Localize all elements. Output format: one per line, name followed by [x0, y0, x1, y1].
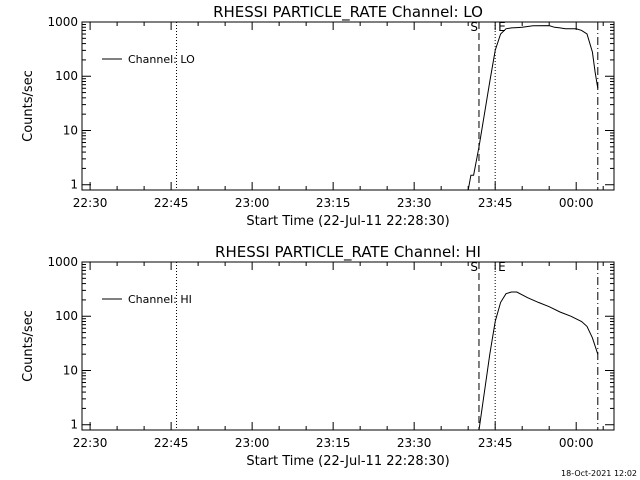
series-line-0	[478, 291, 599, 430]
x-tick-label: 23:15	[316, 436, 351, 450]
x-tick-label: 23:45	[478, 196, 513, 210]
y-tick-label: 10	[63, 123, 78, 137]
plot-timestamp: 18-Oct-2021 12:02	[561, 469, 637, 478]
y-tick-label: 100	[55, 69, 78, 83]
x-tick-label: 00:00	[559, 196, 594, 210]
x-tick-label: 23:30	[397, 196, 432, 210]
y-axis-label: Counts/sec	[21, 310, 36, 382]
event-marker-label: S	[470, 20, 478, 34]
x-tick-label: 22:45	[154, 196, 189, 210]
x-tick-label: 23:45	[478, 436, 513, 450]
x-axis-label: Start Time (22-Jul-11 22:28:30)	[246, 454, 449, 469]
y-tick-label: 100	[55, 309, 78, 323]
chart-title: RHESSI PARTICLE_RATE Channel: LO	[213, 3, 483, 22]
x-tick-label: 22:45	[154, 436, 189, 450]
event-marker-label: E	[498, 20, 506, 34]
y-tick-label: 1	[70, 178, 78, 192]
y-axis-label: Counts/sec	[21, 70, 36, 142]
x-tick-label: 23:00	[235, 436, 270, 450]
chart-panel-1: RHESSI PARTICLE_RATE Channel: HI Start Ti…	[21, 243, 615, 469]
plot-frame	[81, 21, 615, 191]
x-tick-label: 22:30	[73, 436, 108, 450]
x-tick-label: 00:00	[559, 436, 594, 450]
x-tick-label: 23:15	[316, 196, 351, 210]
chart-title: RHESSI PARTICLE_RATE Channel: HI	[215, 243, 481, 262]
legend-label: Channel: HI	[128, 293, 192, 306]
legend-label: Channel: LO	[128, 53, 195, 66]
x-axis-label: Start Time (22-Jul-11 22:28:30)	[246, 214, 449, 229]
x-tick-label: 23:00	[235, 196, 270, 210]
series-line-0	[467, 25, 599, 190]
event-marker-label: S	[470, 260, 478, 274]
chart-panel-0: RHESSI PARTICLE_RATE Channel: LO Start Ti…	[21, 3, 615, 229]
y-tick-label: 10	[63, 363, 78, 377]
plot-frame	[81, 261, 615, 431]
x-tick-label: 22:30	[73, 196, 108, 210]
x-tick-label: 23:30	[397, 436, 432, 450]
event-marker-label: E	[498, 260, 506, 274]
y-tick-label: 1000	[47, 15, 78, 29]
y-tick-label: 1	[70, 418, 78, 432]
y-tick-label: 1000	[47, 255, 78, 269]
